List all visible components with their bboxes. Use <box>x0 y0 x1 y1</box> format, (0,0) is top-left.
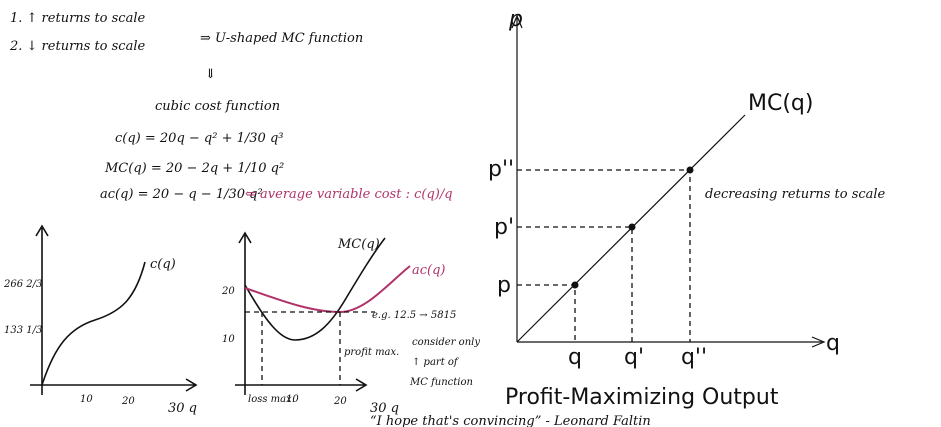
title: Profit-Maximizing Output <box>505 385 779 410</box>
note: ↑ part of <box>412 357 460 368</box>
curve-label: ac(q) <box>412 263 446 278</box>
annotation: decreasing returns to scale <box>705 187 886 202</box>
mc-curve <box>244 237 386 341</box>
y-label: p'' <box>488 157 514 182</box>
formula: MC(q) = 20 − 2q + 1/10 q² <box>104 161 284 176</box>
cost-curve <box>41 261 146 386</box>
x-label: q' <box>624 345 644 370</box>
axes <box>235 231 368 395</box>
dashed-guides <box>245 311 375 385</box>
x-label: 30 q <box>370 401 399 416</box>
y-label: 133 1/3 <box>4 325 42 336</box>
x-label: 30 q <box>168 401 197 416</box>
y-label: 20 <box>221 286 235 297</box>
pink-note: ⇐ average variable cost : c(q)/q <box>245 187 453 202</box>
axes <box>511 14 826 348</box>
curve-label: MC(q) <box>748 91 813 116</box>
point <box>571 281 579 289</box>
quote: “I hope that's convincing” - Leonard Fal… <box>370 414 651 427</box>
x-label: 20 <box>333 396 347 407</box>
note: 1. ↑ returns to scale <box>10 11 145 26</box>
note: consider only <box>412 337 480 348</box>
axes <box>30 224 198 395</box>
x-label: 20 <box>121 396 135 407</box>
loss-label: loss max. <box>248 394 295 405</box>
x-label: q'' <box>681 345 707 370</box>
curve-label: c(q) <box>150 257 176 272</box>
y-label: p <box>497 273 511 298</box>
formula: c(q) = 20q − q² + 1/30 q³ <box>115 131 283 146</box>
x-label: q <box>568 345 582 370</box>
supply-graph: p MC(q) p'' p' p q q' q'' q decreasing r… <box>488 7 886 410</box>
profit-label: profit max. <box>344 347 399 358</box>
x-label: 10 <box>80 394 93 405</box>
ac-curve <box>244 265 411 314</box>
mc-graph: 20 10 MC(q) ac(q) loss max. profit max. … <box>221 231 480 416</box>
y-label: 10 <box>222 334 235 345</box>
note: 2. ↓ returns to scale <box>9 39 145 54</box>
note: cubic cost function <box>155 99 280 114</box>
cost-graph: 266 2/3 133 1/3 c(q) 10 20 30 q <box>3 224 198 416</box>
x-label: 10 <box>286 394 299 405</box>
note: MC function <box>409 377 473 388</box>
point <box>628 223 636 231</box>
example: e.g. 12.5 → 5815 <box>372 310 456 321</box>
axis-label: q <box>826 331 840 356</box>
arrow: ⇓ <box>205 67 216 82</box>
y-label: 266 2/3 <box>3 279 42 290</box>
point <box>686 166 694 174</box>
curve-label: MC(q) <box>337 237 380 252</box>
axis-label: p <box>508 7 523 32</box>
y-label: p' <box>494 215 514 240</box>
note: ⇒ U-shaped MC function <box>200 31 363 46</box>
formula: ac(q) = 20 − q − 1/30 q² <box>100 187 263 202</box>
